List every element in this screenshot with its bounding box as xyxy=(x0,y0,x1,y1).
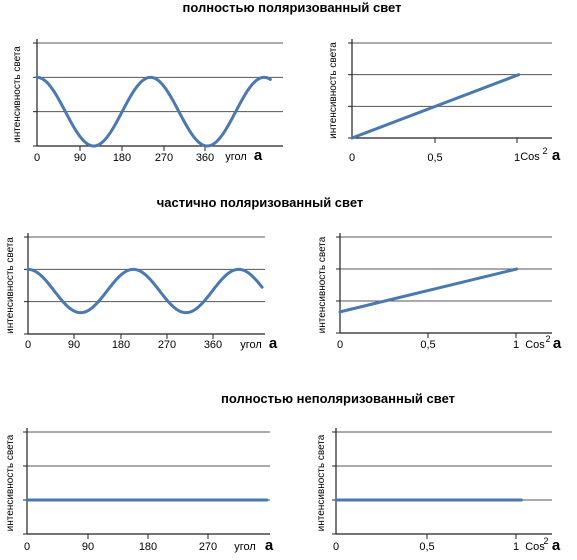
x-axis-label: угол xyxy=(240,339,262,351)
x-tick-label: 270 xyxy=(158,339,176,351)
x-axis-label: Cos xyxy=(525,339,545,351)
series-line xyxy=(338,267,519,314)
x-axis-label: угол xyxy=(225,151,247,163)
chart-p2-cos: 0 0,5 1 интенсивность света Cos 2 a xyxy=(317,233,562,352)
y-axis-label: интенсивность света xyxy=(12,46,23,143)
x-axis-label-superscript: 2 xyxy=(543,536,548,546)
x-tick-label: 0,5 xyxy=(419,541,434,553)
x-axis-symbol: a xyxy=(269,335,278,352)
chart-p1-cos: 0 0,5 1 интенсивность света Cos 2 a xyxy=(328,39,561,164)
x-tick-label: 0 xyxy=(349,152,355,164)
x-tick-label: 180 xyxy=(139,541,157,553)
x-axis-symbol: a xyxy=(265,537,274,554)
x-tick-label: 0 xyxy=(25,339,31,351)
chart-p1-angle: 0 90 180 270 360 интенсивность света угол a xyxy=(12,39,283,164)
x-tick-label: 90 xyxy=(74,152,86,164)
x-axis-label-superscript: 2 xyxy=(545,334,550,344)
y-axis-label: интенсивность света xyxy=(328,42,339,139)
series-line xyxy=(26,267,264,315)
x-axis-label: Cos xyxy=(520,151,540,163)
y-axis-label: интенсивность света xyxy=(5,237,16,334)
title-partially-polarized: частично поляризованный свет xyxy=(157,195,364,210)
x-axis-label-superscript: 2 xyxy=(542,146,547,156)
x-tick-label: 1 xyxy=(513,339,519,351)
x-axis-symbol: a xyxy=(254,147,263,164)
series-line xyxy=(350,73,521,140)
x-tick-label: 360 xyxy=(196,152,214,164)
x-tick-label: 1 xyxy=(513,541,519,553)
x-tick-label: 270 xyxy=(199,541,217,553)
series-line xyxy=(35,75,272,148)
x-tick-label: 1 xyxy=(514,152,520,164)
x-tick-label: 90 xyxy=(68,339,80,351)
x-tick-label: 0 xyxy=(34,152,40,164)
y-axis-label: интенсивность света xyxy=(5,434,16,531)
y-axis-label: интенсивность света xyxy=(316,434,327,531)
chart-p3-angle: 0 90 180 270 интенсивность света угол a xyxy=(5,428,274,554)
chart-p2-angle: 0 90 180 270 360 интенсивность света угол a xyxy=(5,233,278,352)
title-unpolarized: полностью неполяризованный свет xyxy=(221,391,455,406)
x-tick-label: 0 xyxy=(24,541,30,553)
x-axis-symbol: a xyxy=(552,147,561,164)
x-tick-label: 360 xyxy=(204,339,222,351)
x-tick-label: 180 xyxy=(113,152,131,164)
x-tick-label: 90 xyxy=(82,541,94,553)
x-tick-label: 0 xyxy=(333,541,339,553)
x-axis-symbol: a xyxy=(553,335,562,352)
x-tick-label: 0 xyxy=(337,339,343,351)
x-tick-label: 0,5 xyxy=(420,339,435,351)
x-tick-label: 270 xyxy=(155,152,173,164)
x-tick-label: 180 xyxy=(112,339,130,351)
y-axis-label: интенсивность света xyxy=(317,236,328,333)
x-tick-label: 0,5 xyxy=(427,152,442,164)
title-fully-polarized: полностью поляризованный свет xyxy=(183,0,402,15)
x-axis-label: угол xyxy=(234,541,256,553)
x-axis-label: Cos xyxy=(525,541,545,553)
x-axis-symbol: a xyxy=(552,537,561,554)
